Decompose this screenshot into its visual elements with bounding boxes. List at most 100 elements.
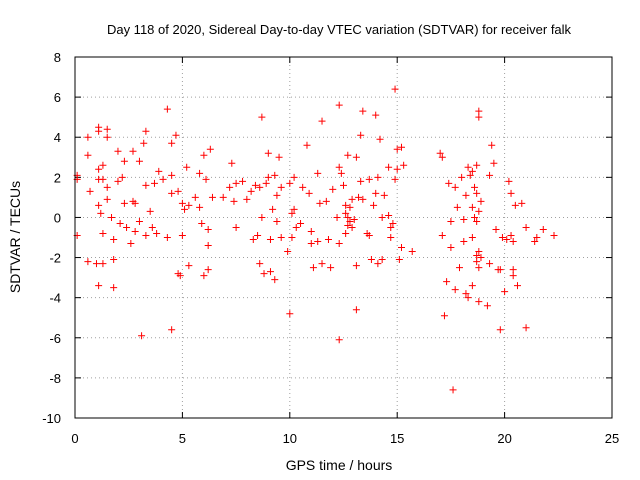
- data-point: [273, 191, 281, 199]
- data-point: [99, 161, 107, 169]
- data-point: [135, 217, 143, 225]
- data-point: [110, 284, 118, 292]
- data-point: [148, 223, 156, 231]
- data-point: [471, 213, 479, 221]
- data-point: [110, 236, 118, 244]
- data-point: [116, 219, 124, 227]
- data-point: [159, 175, 167, 183]
- data-point: [389, 219, 397, 227]
- data-point: [131, 199, 139, 207]
- data-point: [518, 199, 526, 207]
- data-point: [297, 219, 305, 227]
- data-point: [150, 179, 158, 187]
- data-point: [522, 223, 530, 231]
- data-point: [503, 236, 511, 244]
- data-point: [350, 215, 358, 223]
- data-point: [219, 193, 227, 201]
- data-point: [142, 231, 150, 239]
- x-tick-label: 10: [283, 431, 297, 446]
- data-point: [129, 147, 137, 155]
- data-point: [146, 207, 154, 215]
- data-point: [292, 223, 300, 231]
- data-point: [342, 201, 350, 209]
- data-point: [314, 169, 322, 177]
- data-point: [243, 195, 251, 203]
- data-point: [505, 177, 513, 185]
- data-point: [277, 234, 285, 241]
- y-tick-label: -6: [49, 331, 61, 346]
- data-point: [473, 252, 481, 260]
- data-point: [335, 240, 343, 248]
- y-tick-label: 0: [54, 210, 61, 225]
- data-point: [492, 225, 500, 233]
- data-point: [155, 167, 163, 175]
- grid-lines: [75, 57, 612, 418]
- data-point: [168, 189, 176, 197]
- data-point: [451, 286, 459, 294]
- data-point: [509, 272, 517, 280]
- data-point: [290, 205, 298, 213]
- data-point: [475, 298, 483, 306]
- data-point: [123, 223, 131, 231]
- data-point: [348, 195, 356, 203]
- data-point: [258, 213, 266, 221]
- data-point: [286, 179, 294, 187]
- data-point: [178, 199, 186, 207]
- data-point: [333, 213, 341, 221]
- data-point: [385, 163, 393, 171]
- data-point: [438, 231, 446, 239]
- data-point: [507, 231, 515, 239]
- data-point: [473, 258, 481, 266]
- data-point: [393, 145, 401, 153]
- data-point: [303, 141, 311, 149]
- data-point: [391, 175, 399, 183]
- data-point: [299, 183, 307, 191]
- data-point: [374, 260, 382, 268]
- data-point: [249, 236, 257, 244]
- data-point: [511, 201, 519, 209]
- data-point: [172, 131, 180, 139]
- y-axis-label: SDTVAR / TECUs: [7, 181, 23, 293]
- data-point: [473, 161, 481, 169]
- data-point: [84, 133, 92, 141]
- data-point: [204, 225, 212, 233]
- data-point: [99, 260, 107, 268]
- data-point: [247, 187, 255, 195]
- data-point: [178, 231, 186, 239]
- data-point: [271, 171, 279, 179]
- data-point: [309, 264, 317, 272]
- data-point: [174, 187, 182, 195]
- data-point: [290, 173, 298, 181]
- data-point: [501, 288, 509, 296]
- data-point: [142, 127, 150, 135]
- data-point: [342, 229, 350, 237]
- y-tick-label: -8: [49, 371, 61, 386]
- data-point: [256, 183, 264, 191]
- data-point: [135, 157, 143, 165]
- data-point: [196, 169, 204, 177]
- data-point: [408, 248, 416, 256]
- data-point: [258, 113, 266, 121]
- data-point: [103, 195, 111, 203]
- y-tick-label: -4: [49, 291, 61, 306]
- data-point: [346, 203, 354, 211]
- data-point: [337, 169, 345, 177]
- data-point: [288, 234, 296, 241]
- data-point: [464, 294, 472, 302]
- data-point: [260, 270, 268, 278]
- data-point: [318, 260, 326, 268]
- data-point: [395, 256, 403, 264]
- data-point: [95, 282, 103, 290]
- data-point: [387, 223, 395, 231]
- data-point: [307, 227, 315, 235]
- data-point: [185, 201, 193, 209]
- data-point: [477, 254, 485, 262]
- y-tick-label: 4: [54, 130, 61, 145]
- data-point: [451, 183, 459, 191]
- x-tick-label: 25: [605, 431, 619, 446]
- data-point: [460, 238, 468, 246]
- data-point: [226, 183, 234, 191]
- data-point: [486, 171, 494, 179]
- data-point: [380, 191, 388, 199]
